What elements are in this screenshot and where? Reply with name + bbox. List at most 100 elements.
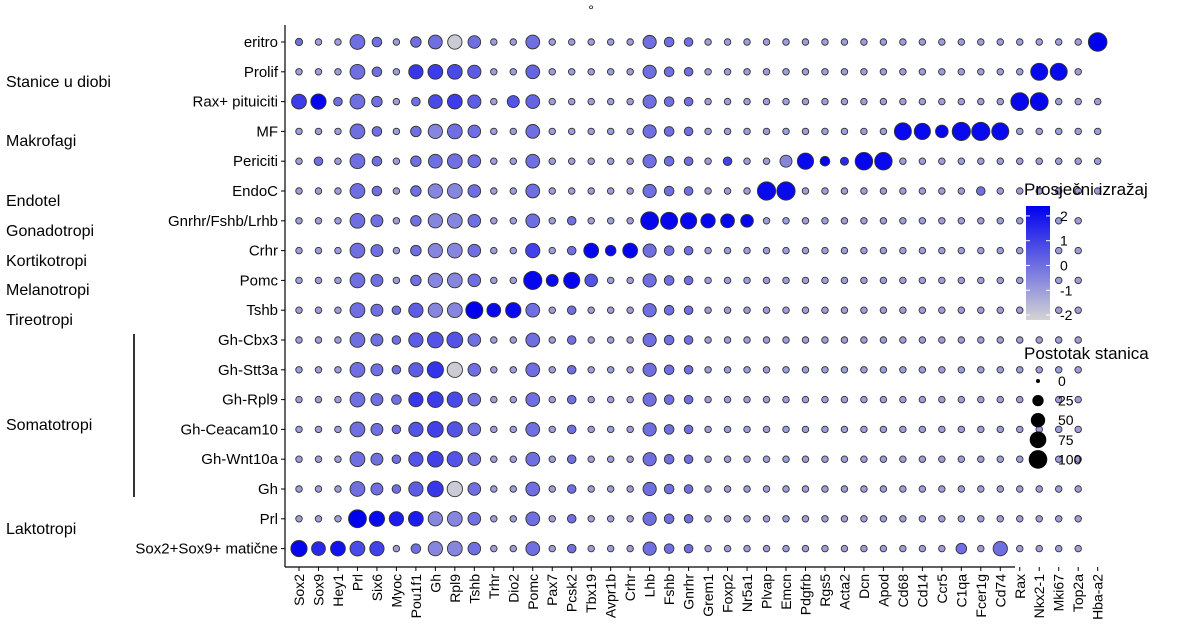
dot [977, 485, 985, 493]
dot [840, 187, 849, 195]
dot [349, 481, 366, 497]
group-label: Melanotropi [6, 282, 90, 300]
dot [334, 38, 342, 46]
dot [370, 363, 384, 377]
dot [606, 127, 615, 136]
dot [642, 303, 657, 318]
dot [938, 68, 946, 76]
dot [938, 336, 946, 344]
dot [587, 336, 595, 344]
x-tick-label: Foxp2 [720, 574, 736, 613]
dot [427, 331, 444, 349]
dot [955, 542, 968, 555]
dot [626, 187, 634, 195]
dot [1055, 187, 1063, 195]
dot [801, 217, 810, 225]
x-tick-label: Rgs5 [817, 574, 833, 607]
dot [548, 544, 556, 553]
dot [918, 336, 927, 344]
dot [1074, 395, 1082, 404]
dot [938, 485, 946, 493]
dot [957, 97, 966, 106]
x-tick-label: Pdgfrb [797, 574, 813, 615]
dot [606, 276, 615, 285]
dot [295, 515, 303, 523]
group-label: Endotel [6, 193, 61, 210]
size-legend-dot [1030, 413, 1046, 428]
dot [446, 451, 463, 468]
dot [801, 276, 810, 285]
dot [821, 425, 829, 434]
dot [821, 366, 829, 374]
dot [743, 97, 751, 106]
dot [879, 485, 888, 493]
dot [642, 183, 657, 199]
dot [642, 154, 657, 169]
dot [465, 301, 484, 320]
dot [626, 485, 634, 493]
y-tick-label: Gh-Ceacam10 [180, 421, 278, 438]
dot [938, 246, 946, 255]
dot [957, 157, 966, 165]
dot [899, 246, 907, 255]
dot [899, 68, 907, 76]
dot [427, 421, 444, 438]
dot [606, 366, 615, 374]
dot [604, 244, 617, 257]
dot [446, 63, 463, 80]
dot [548, 455, 556, 463]
dot [782, 395, 790, 404]
dot [801, 97, 810, 106]
dot [370, 393, 384, 407]
dot [391, 484, 402, 494]
dot [840, 366, 849, 374]
dot [663, 155, 675, 167]
dot [977, 217, 985, 225]
dot [490, 127, 498, 136]
dot [642, 362, 657, 377]
dot [782, 246, 790, 255]
dot [371, 155, 383, 167]
dot [821, 395, 829, 404]
dot [548, 395, 556, 404]
dot [467, 422, 482, 437]
x-tick-label: Mki67 [1051, 574, 1067, 612]
dot [371, 185, 383, 197]
dot [899, 306, 907, 314]
dot [743, 306, 751, 314]
dot [840, 515, 849, 523]
dot [1016, 127, 1024, 136]
dot [295, 187, 303, 195]
dot [509, 366, 517, 374]
x-tick-label: Top2a [1070, 574, 1086, 612]
dot [996, 395, 1004, 404]
dot [525, 541, 541, 556]
dot [626, 38, 634, 46]
dot [840, 38, 849, 46]
dot [860, 455, 868, 463]
dot [821, 544, 829, 553]
dot [1074, 515, 1082, 523]
dot [762, 246, 771, 255]
x-tick-label: Six6 [369, 574, 385, 601]
dot [371, 95, 383, 108]
dot [368, 510, 386, 527]
dot [349, 212, 366, 229]
dot [743, 544, 751, 553]
dot [490, 425, 498, 434]
dot [957, 68, 966, 76]
dot [467, 512, 482, 526]
dot [879, 306, 888, 314]
dot [704, 246, 712, 255]
x-tick-label: Cd74 [992, 574, 1008, 608]
dot [334, 425, 342, 434]
dot [776, 181, 796, 201]
dot [427, 123, 443, 140]
dot [977, 544, 985, 553]
dot [1074, 246, 1082, 255]
dot [349, 421, 366, 438]
dot [722, 156, 733, 166]
dot [606, 38, 615, 46]
dot [762, 157, 771, 165]
dot [548, 425, 556, 434]
